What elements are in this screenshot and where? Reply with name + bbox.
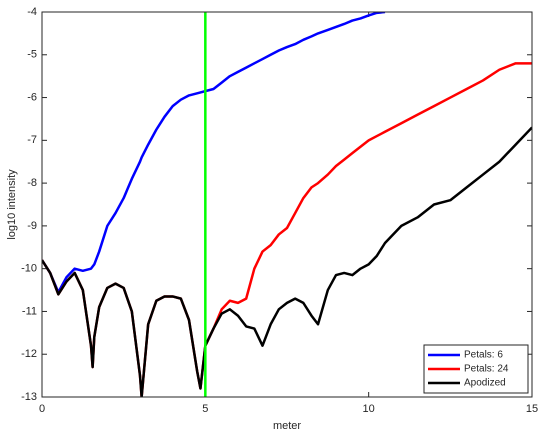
y-tick-label: -9 (27, 220, 37, 232)
legend-label: Apodized (464, 378, 506, 389)
y-tick-label: -6 (27, 91, 37, 103)
series-line (42, 126, 532, 397)
y-tick-label: -11 (22, 305, 37, 317)
y-tick-label: -12 (21, 348, 37, 360)
plot-area (42, 12, 532, 397)
y-tick-label: -13 (21, 391, 37, 403)
x-tick-label: 5 (202, 403, 208, 415)
y-tick-label: -5 (27, 49, 37, 61)
y-tick-label: -10 (21, 263, 37, 275)
y-tick-label: -7 (27, 134, 37, 146)
y-tick-label: -8 (27, 177, 37, 189)
y-tick-label: -4 (27, 6, 37, 18)
x-axis-label: meter (273, 420, 301, 432)
x-tick-label: 15 (526, 403, 538, 415)
axes-box (41, 11, 533, 398)
x-tick-label: 10 (363, 403, 375, 415)
y-axis-label: log10 intensity (6, 169, 18, 240)
series-line (42, 12, 386, 294)
legend-label: Petals: 24 (464, 364, 509, 375)
legend: Petals: 6 Petals: 24 Apodized (423, 344, 529, 394)
legend-label: Petals: 6 (464, 350, 503, 361)
x-tick-label: 0 (39, 403, 45, 415)
